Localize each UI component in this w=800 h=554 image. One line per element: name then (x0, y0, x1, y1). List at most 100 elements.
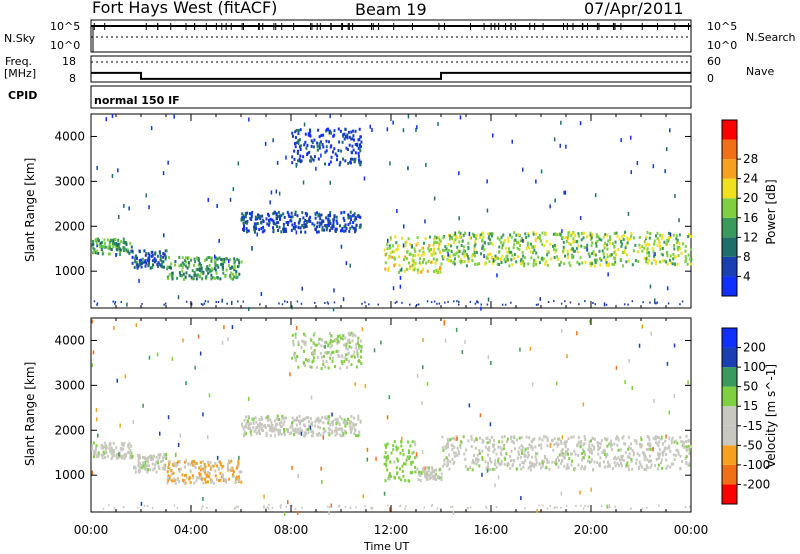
echo-cell (306, 220, 308, 224)
echo-cell (404, 244, 407, 248)
noise-cell (653, 399, 655, 403)
echo-cell (433, 241, 436, 245)
echo-cell (95, 241, 98, 245)
echo-cell (532, 232, 535, 236)
echo-cell (589, 460, 591, 464)
echo-cell (399, 268, 402, 272)
echo-cell (470, 434, 473, 438)
echo-cell (452, 253, 455, 257)
low-range-cell (535, 303, 538, 306)
colorbar-tick-label: -100 (743, 458, 770, 472)
echo-cell (622, 238, 625, 241)
echo-cell (319, 426, 322, 430)
echo-cell (491, 467, 494, 471)
echo-cell (635, 441, 638, 445)
echo-cell (546, 249, 549, 253)
echo-cell (493, 439, 496, 443)
echo-cell (491, 255, 494, 259)
echo-cell (507, 239, 510, 243)
echo-cell (347, 341, 349, 345)
echo-cell (152, 457, 154, 461)
echo-cell (105, 446, 108, 450)
noise-cell (494, 483, 496, 488)
velocity-colorbar-label: Velocity [m s^-1] (764, 363, 778, 469)
echo-cell (314, 216, 317, 220)
colorbar-tick-label: -200 (743, 477, 770, 491)
echo-cell (325, 128, 328, 132)
echo-cell (436, 270, 439, 274)
echo-cell (389, 460, 392, 464)
echo-cell (433, 252, 435, 256)
low-range-cell (477, 301, 479, 304)
echo-cell (614, 256, 616, 260)
echo-cell (357, 414, 360, 418)
echo-cell (114, 237, 117, 241)
echo-cell (428, 466, 431, 470)
echo-cell (595, 241, 598, 245)
echo-cell (310, 139, 313, 143)
echo-cell (385, 252, 388, 256)
echo-cell (433, 470, 435, 474)
noise-cell (579, 216, 582, 220)
noise-cell (111, 114, 114, 119)
echo-cell (604, 258, 607, 262)
echo-cell (557, 442, 560, 446)
echo-cell (110, 457, 113, 461)
echo-cell (551, 460, 554, 464)
echo-cell (147, 264, 150, 268)
echo-cell (300, 230, 302, 234)
echo-cell (575, 240, 578, 243)
echo-cell (327, 366, 330, 370)
echo-cell (595, 233, 598, 237)
echo-cell (411, 264, 414, 267)
echo-cell (498, 238, 501, 242)
echo-cell (309, 155, 312, 159)
echo-cell (193, 464, 196, 468)
echo-cell (459, 444, 462, 448)
echo-cell (292, 428, 295, 432)
echo-cell (441, 435, 444, 439)
echo-cell (393, 460, 396, 464)
echo-cell (488, 232, 491, 236)
echo-cell (661, 466, 664, 470)
echo-cell (297, 226, 300, 230)
echo-cell (184, 481, 187, 485)
echo-cell (319, 351, 322, 355)
echo-cell (203, 477, 206, 481)
cpid-value: normal 150 IF (94, 94, 180, 107)
noise-cell (458, 171, 460, 176)
echo-cell (515, 438, 518, 442)
echo-cell (404, 479, 407, 482)
echo-cell (649, 447, 652, 451)
echo-cell (310, 346, 313, 350)
echo-cell (327, 343, 330, 347)
echo-cell (137, 264, 140, 268)
echo-cell (401, 236, 404, 240)
echo-cell (661, 451, 664, 454)
echo-cell (261, 422, 264, 426)
noise-cell (668, 410, 670, 415)
echo-cell (606, 255, 609, 259)
echo-cell (122, 447, 124, 451)
echo-cell (343, 418, 346, 422)
echo-cell (317, 416, 320, 420)
echo-cell (440, 262, 443, 266)
echo-cell (591, 262, 594, 266)
noise-cell (454, 231, 456, 236)
noise-cell (392, 120, 394, 125)
echo-cell (340, 211, 343, 215)
noise-cell (400, 267, 403, 272)
echo-cell (420, 471, 423, 475)
echo-cell (127, 443, 130, 447)
freq-label: Freq. (5, 55, 33, 68)
echo-cell (107, 245, 110, 249)
echo-cell (584, 438, 587, 441)
power-colorbar-segment (722, 198, 737, 218)
echo-cell (671, 436, 674, 440)
echo-cell (538, 261, 541, 265)
noise-cell (150, 126, 153, 131)
beam-title: Beam 19 (355, 0, 427, 19)
echo-cell (243, 216, 245, 220)
echo-cell (341, 337, 344, 341)
echo-cell (317, 214, 320, 218)
